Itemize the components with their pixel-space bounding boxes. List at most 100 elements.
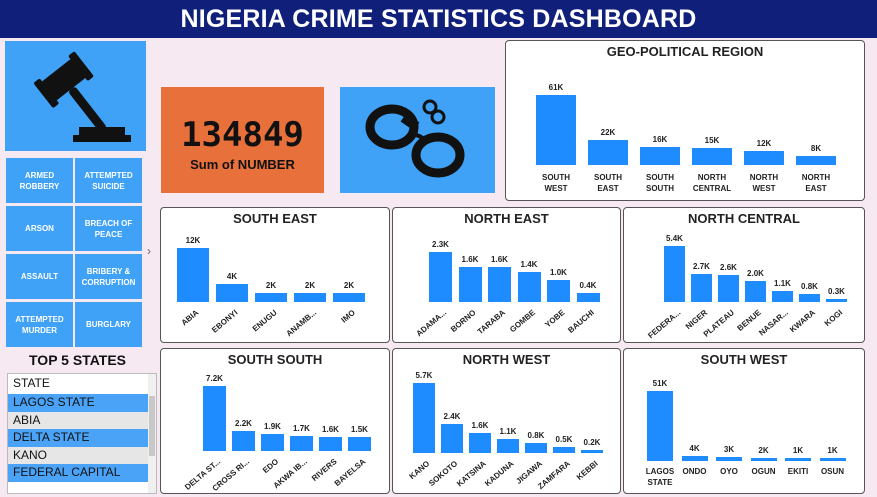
slicer-burglary[interactable]: BURGLARY [75, 302, 142, 347]
bar-ne-3[interactable] [517, 271, 541, 302]
slicer-bribery-corruption[interactable]: BRIBERY & CORRUPTION [75, 254, 142, 299]
bar-ss-2[interactable] [261, 433, 284, 451]
data-label: 12K [756, 139, 772, 149]
data-label: 0.4K [579, 281, 597, 291]
data-label: 0.8K [527, 431, 545, 441]
bar-ss-1[interactable] [232, 431, 255, 451]
data-label: 1.6K [322, 424, 339, 434]
bar-ne-5[interactable] [576, 293, 600, 302]
slicer-armed-robbery[interactable]: ARMED ROBBERY [6, 158, 73, 203]
data-label: 12K [185, 236, 201, 245]
data-label: 1K [792, 446, 804, 455]
bar-nc-6[interactable] [826, 298, 847, 302]
list-item[interactable]: LAGOS STATE [8, 394, 156, 412]
list-item[interactable]: ABIA [8, 411, 156, 429]
data-label: 8K [810, 143, 822, 153]
bar-geo-1[interactable] [588, 139, 628, 165]
list-item[interactable]: FEDERAL CAPITAL [8, 464, 156, 482]
top5-list[interactable]: STATE LAGOS STATE ABIA DELTA STATE KANO … [7, 373, 157, 494]
bar-nw-1[interactable] [441, 423, 463, 453]
category-label: IMO [339, 308, 357, 325]
bar-se-1[interactable] [216, 284, 248, 302]
bar-se-4[interactable] [333, 293, 365, 302]
bar-sw-0[interactable] [647, 391, 673, 461]
bar-geo-2[interactable] [640, 146, 680, 165]
bar-sw-5[interactable] [819, 458, 846, 461]
bar-sw-1[interactable] [681, 455, 708, 461]
category-label: ANAMB... [284, 308, 318, 339]
kpi-card: 134849 Sum of NUMBER [161, 87, 324, 193]
category-label: NORTH CENTRAL [692, 173, 732, 193]
bar-nw-4[interactable] [525, 443, 547, 453]
bar-geo-4[interactable] [744, 151, 784, 165]
bar-nc-5[interactable] [799, 293, 820, 302]
chart-panel-north-central: NORTH CENTRAL 5.4K FEDERA... 2.7K NIGER 2.6K… [623, 207, 865, 343]
slicer-breach-of-peace[interactable]: BREACH OF PEACE [75, 206, 142, 251]
bar-nc-4[interactable] [772, 290, 793, 302]
bar-ne-2[interactable] [488, 267, 511, 302]
chevron-right-icon[interactable]: › [147, 244, 151, 258]
bar-sw-4[interactable] [785, 458, 811, 461]
bar-sw-3[interactable] [750, 458, 777, 461]
data-label: 0.3K [828, 286, 845, 296]
data-label: 2.0K [747, 269, 764, 279]
category-label: BAYELSA [332, 457, 368, 488]
category-label: OYO [720, 467, 738, 476]
data-label: 2K [265, 281, 277, 290]
bar-ne-4[interactable] [547, 280, 570, 302]
category-label: BAUCHI [566, 308, 596, 335]
scrollbar-thumb[interactable] [149, 396, 155, 456]
data-label: 4K [226, 272, 238, 281]
chart-title: SOUTH SOUTH [227, 352, 323, 367]
bar-se-2[interactable] [255, 293, 287, 302]
bar-ss-3[interactable] [290, 435, 313, 451]
category-label: ADAMA... [414, 308, 449, 339]
slicer-assault[interactable]: ASSAULT [6, 254, 73, 299]
data-label: 7.2K [206, 374, 223, 383]
top5-title: TOP 5 STATES [29, 352, 126, 368]
bar-nw-0[interactable] [413, 383, 435, 453]
chart-panel-south-west: SOUTH WEST 51K LAGOS STATE 4K ONDO 3K OYO 2K OG… [623, 348, 865, 494]
bar-geo-0[interactable] [536, 95, 576, 165]
bar-ne-0[interactable] [429, 252, 452, 302]
chart-panel-north-west: NORTH WEST 5.7K KANO 2.4K SOKOTO 1.6K KATSINA… [392, 348, 621, 494]
data-label: 2K [304, 281, 316, 290]
data-label: 0.2K [583, 438, 601, 447]
kpi-value: 134849 [181, 115, 304, 155]
bar-nw-3[interactable] [497, 439, 519, 453]
data-label: 22K [600, 127, 616, 137]
bar-nw-2[interactable] [469, 433, 491, 453]
bar-se-0[interactable] [177, 248, 209, 302]
dashboard-title: NIGERIA CRIME STATISTICS DASHBOARD [0, 0, 877, 38]
bar-nc-2[interactable] [718, 275, 739, 302]
bar-geo-3[interactable] [692, 147, 732, 165]
bar-sw-2[interactable] [716, 456, 742, 461]
scrollbar[interactable] [148, 374, 156, 493]
category-label: YOBE [543, 308, 567, 330]
bar-geo-5[interactable] [796, 155, 836, 165]
bar-nw-6[interactable] [581, 450, 603, 453]
bar-nc-1[interactable] [691, 274, 712, 302]
bar-ne-1[interactable] [458, 267, 482, 302]
category-label: KATSINA [455, 459, 488, 489]
data-label: 1K [827, 446, 838, 455]
category-label: BORNO [449, 308, 478, 335]
category-label: OGUN [751, 467, 776, 476]
bar-ss-4[interactable] [319, 436, 342, 451]
list-item[interactable]: KANO [8, 446, 156, 464]
category-label: NORTH WEST [749, 173, 779, 193]
slicer-attempted-murder[interactable]: ATTEMPTED MURDER [6, 302, 73, 347]
bar-ss-5[interactable] [348, 437, 371, 451]
bar-se-3[interactable] [294, 293, 326, 302]
list-item[interactable]: DELTA STATE [8, 429, 156, 447]
chart-panel-north-east: NORTH EAST 2.3K ADAMA... 1.6K BORNO 1.6K TARA… [392, 207, 621, 343]
bar-nc-3[interactable] [745, 281, 766, 302]
bar-nc-0[interactable] [664, 246, 685, 302]
category-label: EDO [261, 457, 281, 476]
bar-nw-5[interactable] [553, 446, 575, 453]
slicer-attempted-suicide[interactable]: ATTEMPTED SUICIDE [75, 158, 142, 203]
bar-ss-0[interactable] [203, 386, 226, 451]
chart-panel-geo: GEO-POLITICAL REGION 61K SOUTH WEST 22K SOU… [505, 40, 865, 201]
slicer-arson[interactable]: ARSON [6, 206, 73, 251]
category-label: EKITI [787, 467, 809, 476]
